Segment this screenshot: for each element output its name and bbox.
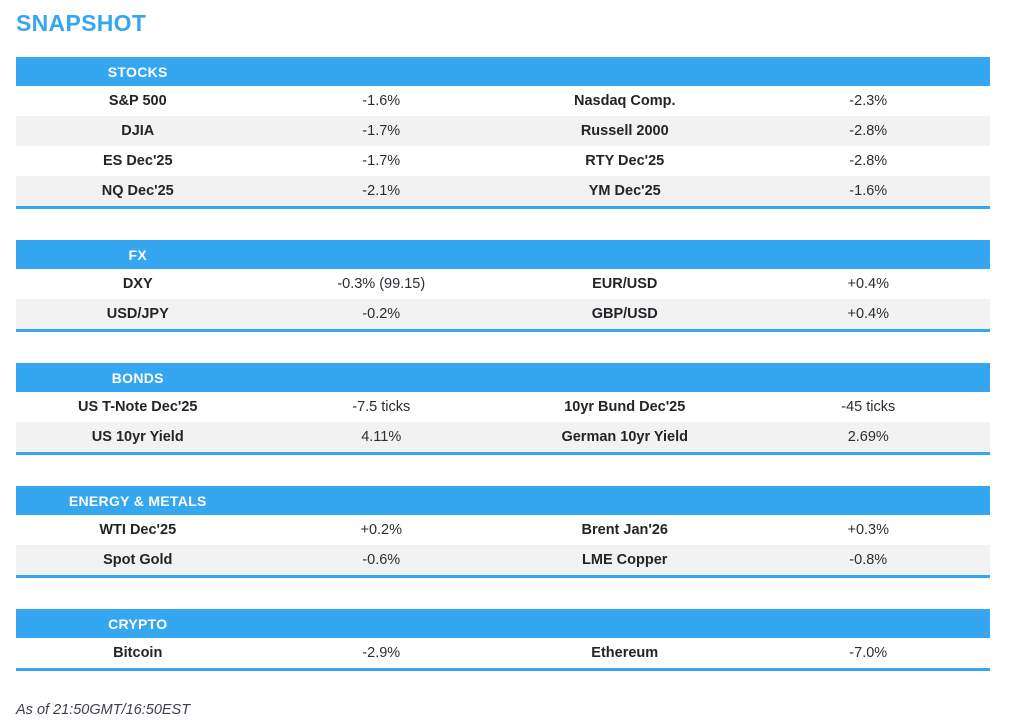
table-row: WTI Dec'25 +0.2% Brent Jan'26 +0.3% [16,515,990,545]
section-header: STOCKS [16,57,990,86]
instrument-label: EUR/USD [592,276,658,292]
instrument-value: -0.6% [362,552,401,568]
instrument-value: +0.3% [847,522,890,538]
section-rows: US T-Note Dec'25 -7.5 ticks 10yr Bund De… [16,392,990,452]
instrument-value: +0.4% [847,306,890,322]
instrument-label: German 10yr Yield [561,429,689,445]
instrument-label: USD/JPY [106,306,169,322]
instrument-label: NQ Dec'25 [101,183,174,199]
instrument-label: WTI Dec'25 [99,522,177,538]
table-row: US T-Note Dec'25 -7.5 ticks 10yr Bund De… [16,392,990,422]
instrument-value: -1.6% [362,93,401,109]
section-rows: DXY -0.3% (99.15) EUR/USD +0.4% USD/JPY … [16,269,990,329]
instrument-label: ES Dec'25 [102,153,173,169]
table-row: Bitcoin -2.9% Ethereum -7.0% [16,638,990,668]
instrument-value: -0.8% [849,552,888,568]
instrument-value: -2.1% [362,183,401,199]
instrument-value: -0.3% (99.15) [337,276,426,292]
instrument-value: 2.69% [847,429,889,445]
section-title: BONDS [111,369,164,386]
instrument-value: +0.4% [847,276,890,292]
timestamp-note: As of 21:50GMT/16:50EST [16,702,191,718]
instrument-label: LME Copper [582,552,668,568]
section-header: CRYPTO [16,609,990,638]
market-section: STOCKS S&P 500 -1.6% Nasdaq Comp. -2.3% … [16,57,990,209]
instrument-label: Spot Gold [103,552,173,568]
section-rows: Bitcoin -2.9% Ethereum -7.0% [16,638,990,668]
market-section: FX DXY -0.3% (99.15) EUR/USD +0.4% USD/J… [16,240,990,332]
instrument-value: -2.3% [849,93,888,109]
instrument-label: Brent Jan'26 [581,522,668,538]
section-title: CRYPTO [108,615,168,632]
instrument-value: -0.2% [362,306,401,322]
table-row: NQ Dec'25 -2.1% YM Dec'25 -1.6% [16,176,990,206]
snapshot-table: STOCKS S&P 500 -1.6% Nasdaq Comp. -2.3% … [16,57,1004,671]
instrument-value: +0.2% [360,522,403,538]
market-section: CRYPTO Bitcoin -2.9% Ethereum -7.0% [16,609,990,671]
instrument-value: 4.11% [361,429,402,445]
table-row: ES Dec'25 -1.7% RTY Dec'25 -2.8% [16,146,990,176]
market-section: BONDS US T-Note Dec'25 -7.5 ticks 10yr B… [16,363,990,455]
instrument-value: -1.7% [362,123,401,139]
table-row: Spot Gold -0.6% LME Copper -0.8% [16,545,990,575]
instrument-label: 10yr Bund Dec'25 [564,399,686,415]
instrument-label: S&P 500 [108,93,167,109]
instrument-value: -1.6% [849,183,888,199]
instrument-label: YM Dec'25 [588,183,661,199]
table-row: S&P 500 -1.6% Nasdaq Comp. -2.3% [16,86,990,116]
instrument-value: -7.0% [849,645,888,661]
instrument-label: DXY [122,276,153,292]
table-row: DXY -0.3% (99.15) EUR/USD +0.4% [16,269,990,299]
section-header: BONDS [16,363,990,392]
table-row: USD/JPY -0.2% GBP/USD +0.4% [16,299,990,329]
market-section: ENERGY & METALS WTI Dec'25 +0.2% Brent J… [16,486,990,578]
instrument-label: DJIA [121,123,155,139]
instrument-label: US 10yr Yield [91,429,184,445]
section-rows: WTI Dec'25 +0.2% Brent Jan'26 +0.3% Spot… [16,515,990,575]
instrument-label: Russell 2000 [580,123,669,139]
section-title: ENERGY & METALS [68,492,207,509]
instrument-value: -45 ticks [841,399,896,415]
instrument-label: Bitcoin [113,645,163,661]
instrument-label: RTY Dec'25 [585,153,665,169]
instrument-label: GBP/USD [591,306,658,322]
table-row: US 10yr Yield 4.11% German 10yr Yield 2.… [16,422,990,452]
page-title: SNAPSHOT [16,10,147,36]
instrument-label: Ethereum [591,645,659,661]
instrument-value: -2.9% [362,645,401,661]
section-rows: S&P 500 -1.6% Nasdaq Comp. -2.3% DJIA -1… [16,86,990,206]
section-title: FX [128,246,147,263]
instrument-value: -7.5 ticks [352,399,411,415]
table-row: DJIA -1.7% Russell 2000 -2.8% [16,116,990,146]
instrument-value: -2.8% [849,153,888,169]
section-header: ENERGY & METALS [16,486,990,515]
instrument-label: US T-Note Dec'25 [78,399,198,415]
section-title: STOCKS [107,63,168,80]
section-header: FX [16,240,990,269]
instrument-value: -2.8% [849,123,888,139]
instrument-label: Nasdaq Comp. [573,93,676,109]
instrument-value: -1.7% [362,153,401,169]
